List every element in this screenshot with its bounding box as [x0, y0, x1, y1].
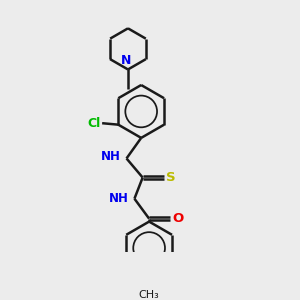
Text: O: O [172, 212, 184, 225]
Text: Cl: Cl [87, 117, 101, 130]
Text: NH: NH [109, 192, 129, 205]
Text: S: S [166, 171, 176, 184]
Text: CH₃: CH₃ [139, 290, 160, 300]
Text: NH: NH [101, 150, 121, 163]
Text: N: N [120, 54, 131, 67]
